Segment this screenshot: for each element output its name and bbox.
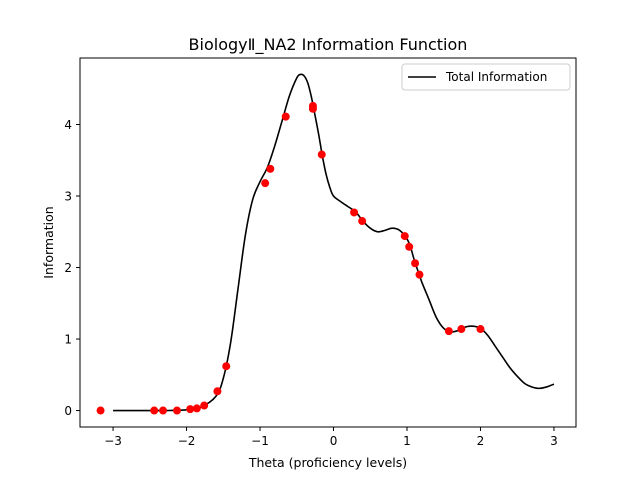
x-tick-label: −2 bbox=[178, 434, 196, 448]
chart-title: BiologyⅡ_NA2 Information Function bbox=[189, 35, 468, 55]
item-point bbox=[150, 406, 159, 415]
x-tick-label: −1 bbox=[251, 434, 269, 448]
item-point bbox=[415, 270, 424, 279]
item-point bbox=[186, 405, 195, 414]
y-tick-label: 3 bbox=[64, 190, 72, 204]
item-point bbox=[317, 150, 326, 159]
item-point bbox=[96, 406, 105, 415]
item-point bbox=[476, 325, 485, 334]
item-point bbox=[213, 387, 222, 396]
item-point bbox=[358, 217, 367, 226]
axis-ticks: −3 −2 −1 0 1 2 3 0 1 2 3 4 bbox=[64, 118, 557, 448]
y-tick-label: 1 bbox=[64, 333, 72, 347]
legend-label: Total Information bbox=[445, 70, 547, 84]
item-point bbox=[261, 179, 270, 188]
item-point bbox=[200, 401, 209, 410]
x-tick-label: −3 bbox=[104, 434, 122, 448]
item-point bbox=[192, 404, 201, 413]
item-point bbox=[350, 208, 359, 217]
item-point bbox=[266, 164, 275, 173]
y-tick-label: 2 bbox=[64, 261, 72, 275]
item-point bbox=[159, 406, 168, 415]
total-information-line bbox=[113, 73, 555, 412]
y-axis-label: Information bbox=[41, 206, 56, 278]
axes-frame bbox=[79, 57, 577, 428]
item-point bbox=[222, 362, 231, 371]
item-point bbox=[281, 112, 290, 121]
legend-box bbox=[401, 63, 571, 91]
x-axis-label: Theta (proficiency levels) bbox=[248, 455, 407, 470]
plot-area bbox=[96, 73, 555, 415]
item-point bbox=[405, 242, 414, 251]
item-point bbox=[411, 259, 420, 268]
x-tick-label: 3 bbox=[550, 434, 558, 448]
item-point bbox=[172, 406, 181, 415]
x-tick-label: 0 bbox=[330, 434, 338, 448]
item-point bbox=[444, 327, 453, 336]
y-tick-label: 0 bbox=[64, 404, 72, 418]
item-point bbox=[400, 232, 409, 241]
y-tick-label: 4 bbox=[64, 118, 72, 132]
legend: Total Information bbox=[401, 63, 571, 91]
x-tick-label: 2 bbox=[477, 434, 485, 448]
item-point bbox=[457, 325, 466, 334]
item-point bbox=[308, 101, 317, 110]
x-tick-label: 1 bbox=[403, 434, 411, 448]
